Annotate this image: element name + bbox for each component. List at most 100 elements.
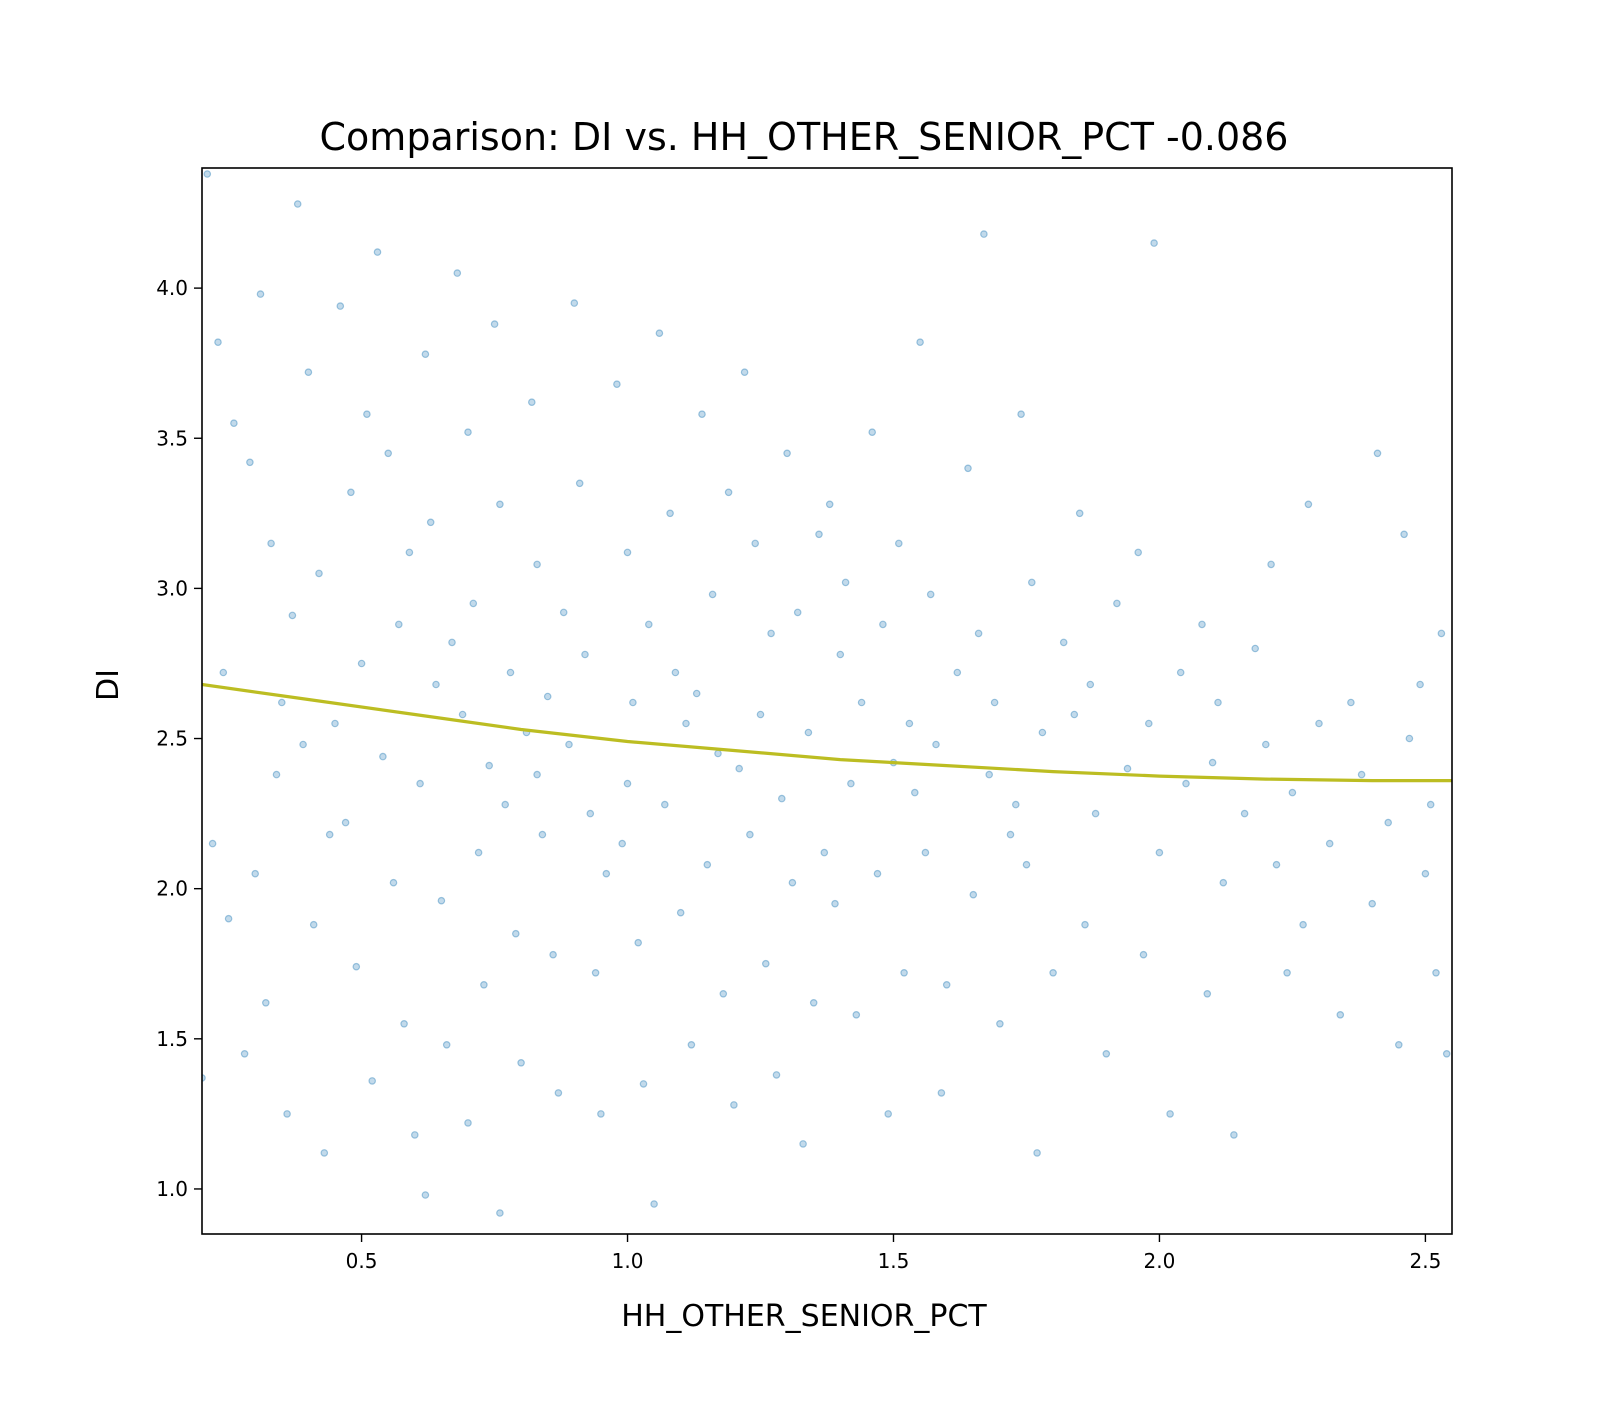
scatter-point [1395,1041,1403,1049]
scatter-point [549,950,557,959]
data-marks [202,170,1452,1217]
x-tick-label: 2.5 [1409,1249,1441,1273]
scatter-point [852,1010,861,1019]
scatter-point [1059,638,1068,647]
scatter-point [841,578,850,587]
scatter-point [320,1149,329,1157]
scatter-point [543,692,552,701]
scatter-point [1113,599,1121,608]
scatter-point [905,719,914,728]
scatter-point [442,1041,451,1049]
scatter-point [309,920,318,929]
x-axis-label: HH_OTHER_SENIOR_PCT [621,1299,987,1334]
scatter-point [575,479,584,488]
scatter-point [682,719,690,728]
scatter-point [591,968,600,977]
scatter-point [352,962,361,971]
scatter-point [214,338,222,347]
scatter-point [1006,830,1015,839]
scatter-point [304,368,313,377]
scatter-point [1437,629,1446,638]
scatter-point [336,302,345,310]
scatter-point [1155,848,1164,857]
scatter-point [410,1131,419,1139]
scatter-point [698,410,706,419]
scatter-point [1182,779,1190,788]
scatter-point [368,1077,377,1085]
scatter-point [283,1110,291,1118]
scatter-point [942,980,951,989]
y-tick-label: 1.5 [156,1027,188,1051]
scatter-point [325,830,334,839]
scatter-point [480,980,488,989]
scatter-point [394,620,403,629]
scatter-point [873,869,882,878]
scatter-point [485,761,494,770]
scatter-point [400,1019,408,1028]
scatter-point [496,1209,504,1217]
y-tick-label: 3.0 [156,576,188,600]
scatter-point [203,170,212,178]
scatter-point [1262,740,1270,749]
scatter-point [341,818,350,827]
scatter-point [761,959,770,968]
scatter-point [623,548,632,557]
scatter-point [469,599,478,608]
scatter-point [432,680,440,689]
scatter-point [1426,800,1435,809]
scatter-point [1442,1050,1451,1058]
scatter-point [299,740,307,749]
scatter-point [868,428,877,437]
x-tick-label: 1.5 [878,1249,910,1273]
scatter-point [708,590,717,599]
scatter-point [751,539,760,548]
scatter-point [1134,548,1143,557]
scatter-point [799,1140,807,1148]
scatter-point [426,518,435,527]
scatter-point [953,668,962,677]
plot-area: 0.5 1.0 1.5 2.0 2.5 1.0 1.5 2.0 2.5 3.0 3.5 4.0 [156,167,1453,1273]
y-tick-label: 2.0 [156,877,188,901]
scatter-point [570,299,579,307]
scatter-point [767,629,775,638]
scatter-point [974,629,983,638]
scatter-point [809,998,818,1007]
scatter-point [836,650,845,659]
scatter-point [453,269,462,277]
scatter-point [246,458,254,467]
plot-frame [201,167,1453,1235]
x-tick-label: 0.5 [346,1249,378,1273]
scatter-point [405,548,414,557]
scatter-point [219,668,228,677]
scatter-point [357,659,366,668]
scatter-point [772,1071,781,1079]
scatter-point [373,248,382,256]
scatter-point [288,611,297,620]
scatter-point [389,878,398,887]
scatter-point [831,899,839,908]
scatter-point [666,509,674,518]
scatter-point [990,698,999,707]
scatter-point [1139,950,1148,959]
scatter-point [597,1110,605,1118]
scatter-point [230,419,238,428]
scatter-point [1102,1050,1111,1058]
scatter-point [363,410,371,419]
scatter-point [629,698,637,707]
scatter-point [315,569,323,578]
scatter-point [224,914,233,923]
scatter-point [240,1050,249,1058]
scatter-point [1208,758,1217,767]
scatter-point [1028,578,1036,587]
scatter-point [964,464,972,473]
scatter-point [932,740,940,749]
scatter-point [1304,500,1313,509]
scatter-point [1203,989,1212,998]
scatter-point [1416,680,1424,689]
scatter-point [511,929,520,938]
scatter-point [1421,869,1430,878]
scatter-point [565,740,573,749]
scatter-point [1123,764,1132,773]
scatter-point [740,368,749,377]
